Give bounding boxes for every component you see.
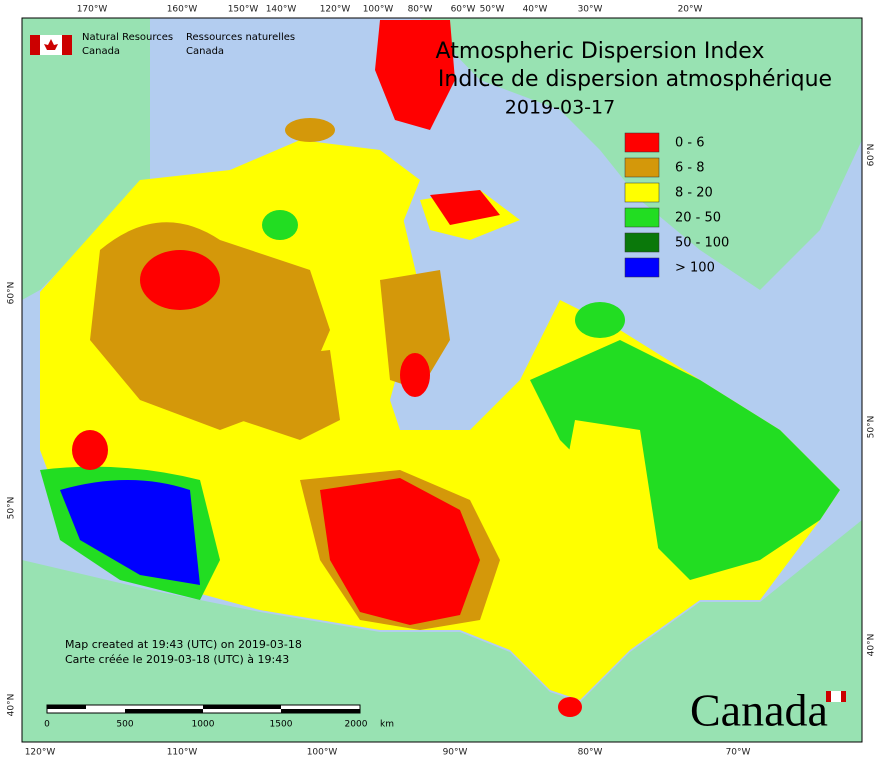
scale-label: 1500 <box>270 720 293 730</box>
title-fr: Indice de dispersion atmosphérique <box>438 67 832 92</box>
greenland <box>420 18 862 290</box>
latitude-label: 40°N <box>867 634 877 657</box>
red-prairies <box>320 478 480 625</box>
agency-en: Canada <box>82 46 120 57</box>
red-yukon <box>140 250 220 310</box>
scale-segment <box>47 705 86 709</box>
longitude-label: 80°W <box>578 748 603 758</box>
longitude-label: 100°W <box>307 748 338 758</box>
latitude-label: 60°N <box>867 144 877 167</box>
scale-segment <box>125 709 203 713</box>
longitude-label: 170°W <box>77 5 108 15</box>
latitude-label: 40°N <box>7 694 17 717</box>
scale-label: 500 <box>116 720 133 730</box>
longitude-label: 150°W <box>228 5 259 15</box>
blue-bc <box>60 480 200 585</box>
scale-segment <box>203 705 281 709</box>
longitude-label: 110°W <box>167 748 198 758</box>
maple-leaf <box>44 39 58 50</box>
longitude-label: 40°W <box>523 5 548 15</box>
scale-label: 0 <box>44 720 50 730</box>
legend-label: 6 - 8 <box>675 161 705 176</box>
longitude-label: 60°W <box>451 5 476 15</box>
credit-fr: Carte créée le 2019-03-18 (UTC) à 19:43 <box>65 653 289 666</box>
agency-fr: Ressources naturelles <box>186 32 295 43</box>
scale-segment <box>281 709 360 713</box>
red-hudson <box>400 353 430 397</box>
red-bc-north <box>72 430 108 470</box>
longitude-label: 140°W <box>266 5 297 15</box>
scale-unit: km <box>380 720 394 730</box>
legend-swatch <box>624 232 660 253</box>
map-body <box>21 17 863 743</box>
longitude-label: 100°W <box>363 5 394 15</box>
scale-label: 1000 <box>192 720 215 730</box>
legend-label: 8 - 20 <box>675 186 713 201</box>
title-date: 2019-03-17 <box>505 97 615 119</box>
green-east <box>530 340 840 580</box>
longitude-label: 30°W <box>578 5 603 15</box>
alaska <box>22 18 150 300</box>
longitude-label: 20°W <box>678 5 703 15</box>
credit-en: Map created at 19:43 (UTC) on 2019-03-18 <box>65 638 302 651</box>
nrcan-logo <box>30 35 72 55</box>
longitude-label: 120°W <box>25 748 56 758</box>
yellow-quebec <box>560 420 660 620</box>
ellesmere-red <box>375 20 455 130</box>
flag-center <box>831 691 841 702</box>
orange-central <box>240 350 340 440</box>
agency-fr: Canada <box>186 46 224 57</box>
longitude-label: 120°W <box>320 5 351 15</box>
latitude-label: 60°N <box>7 282 17 305</box>
legend-label: 50 - 100 <box>675 236 729 251</box>
longitude-label: 90°W <box>443 748 468 758</box>
orange-hudson <box>380 270 450 390</box>
scale-bar <box>46 704 361 714</box>
title-en: Atmospheric Dispersion Index <box>436 39 765 64</box>
longitude-label: 50°W <box>480 5 505 15</box>
longitude-label: 70°W <box>726 748 751 758</box>
wordmark-flag <box>826 691 846 702</box>
longitude-label: 80°W <box>408 5 433 15</box>
legend-label: > 100 <box>675 261 715 276</box>
green-victoria <box>262 210 298 240</box>
legend-label: 0 - 6 <box>675 136 705 151</box>
legend-swatch <box>624 157 660 178</box>
canada-wordmark: Canada <box>690 685 828 736</box>
legend-swatch <box>624 132 660 153</box>
legend-swatch <box>624 257 660 278</box>
latitude-label: 50°N <box>867 416 877 439</box>
legend-swatch <box>624 182 660 203</box>
united-states <box>22 520 862 742</box>
legend-swatch <box>624 207 660 228</box>
scale-label: 2000 <box>345 720 368 730</box>
legend-label: 20 - 50 <box>675 211 721 226</box>
longitude-label: 160°W <box>167 5 198 15</box>
latitude-label: 50°N <box>7 497 17 520</box>
agency-en: Natural Resources <box>82 32 173 43</box>
frame <box>21 17 863 743</box>
green-baffin <box>575 302 625 338</box>
red-ontario <box>558 697 582 717</box>
orange-arctic <box>285 118 335 142</box>
baffin-red <box>430 190 500 225</box>
